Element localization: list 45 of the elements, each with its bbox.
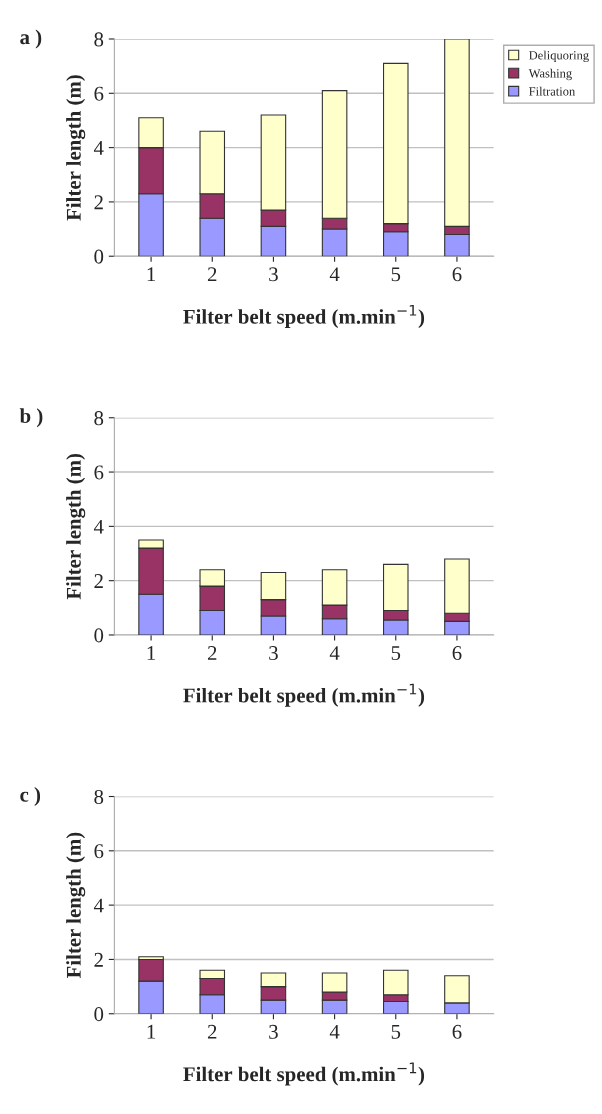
y-tick-label: 6 [94, 844, 104, 859]
y-tick-label: 8 [94, 411, 104, 426]
y-tick-label: 2 [94, 195, 103, 210]
y-tick-label: 8 [94, 32, 104, 47]
y-tick-label: 4 [93, 141, 104, 155]
x-tick-label: 3 [269, 1024, 278, 1039]
y-tick-label: 2 [94, 952, 103, 967]
x-tick-label: 4 [329, 646, 340, 660]
chart-title: a ) [20, 29, 42, 49]
y-axis-title: Filter length (m) [66, 832, 86, 979]
x-tick-label: 2 [207, 267, 217, 282]
x-tick-label: 3 [269, 267, 278, 282]
chart-title: b ) [19, 408, 43, 428]
x-tick-label: 1 [147, 646, 156, 660]
x-tick-label: 1 [147, 1024, 156, 1039]
x-tick-label: 6 [452, 267, 462, 282]
x-axis-title: Filter belt speed (m.min$^{−1}$) [183, 304, 425, 329]
y-axis-title: Filter length (m) [66, 453, 86, 600]
x-tick-label: 1 [147, 267, 156, 282]
y-tick-label: 0 [94, 1007, 104, 1022]
y-tick-label: 6 [94, 465, 104, 480]
x-tick-label: 4 [329, 1024, 340, 1039]
x-tick-label: 5 [391, 267, 401, 282]
x-axis-title: Filter belt speed (m.min$^{−1}$) [183, 1062, 425, 1086]
x-tick-label: 2 [207, 1024, 217, 1039]
legend-label: Deliquoring [529, 50, 589, 63]
x-tick-label: 6 [452, 646, 462, 661]
y-tick-label: 6 [94, 86, 104, 101]
x-tick-label: 5 [391, 646, 401, 661]
legend-label: Filtration [529, 86, 576, 96]
y-tick-label: 4 [93, 519, 104, 534]
x-tick-label: 2 [207, 646, 217, 660]
x-tick-label: 5 [391, 1024, 401, 1039]
chart-title: c ) [20, 787, 41, 806]
y-tick-label: 2 [94, 574, 103, 588]
x-tick-label: 4 [329, 267, 340, 282]
legend-label: Washing [528, 68, 572, 81]
x-tick-label: 3 [269, 646, 278, 661]
y-tick-label: 8 [94, 789, 104, 804]
x-tick-label: 6 [452, 1024, 462, 1039]
y-tick-label: 4 [93, 898, 104, 913]
y-tick-label: 0 [94, 249, 104, 264]
x-axis-title: Filter belt speed (m.min$^{−1}$) [183, 683, 425, 707]
y-axis-title: Filter length (m) [66, 75, 86, 221]
y-tick-label: 0 [94, 628, 104, 643]
